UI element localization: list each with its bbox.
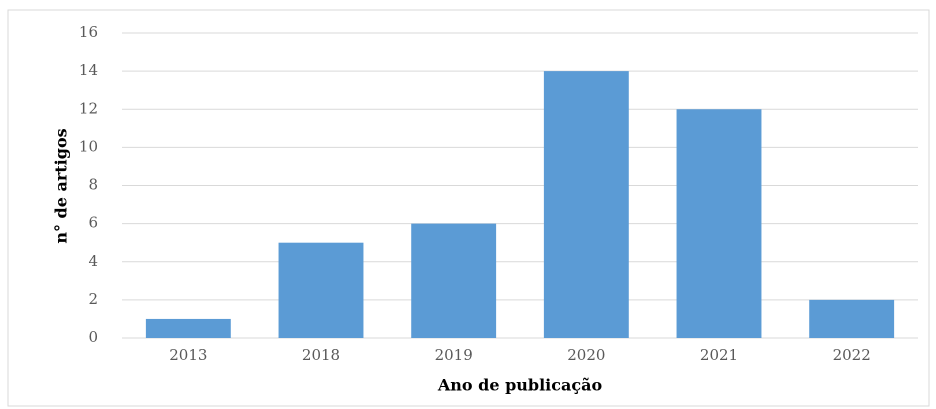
y-axis-title: n° de artigos [52,128,71,243]
y-tick-label: 6 [88,214,98,232]
x-tick-label: 2018 [302,346,340,364]
y-tick-label: 2 [88,290,98,308]
x-tick-label: 2020 [567,346,605,364]
x-tick-label: 2019 [435,346,473,364]
bar [145,318,231,338]
x-tick-label: 2022 [833,346,871,364]
bar [809,299,895,338]
x-tick-label: 2021 [700,346,738,364]
bar [278,242,364,338]
y-tick-label: 12 [79,99,98,117]
bar [411,223,497,338]
y-tick-label: 4 [88,252,98,270]
y-tick-label: 0 [88,328,98,346]
y-tick-label: 14 [79,61,98,79]
bar [676,109,762,338]
y-tick-label: 8 [88,176,98,194]
x-tick-label: 2013 [169,346,207,364]
y-tick-label: 16 [79,23,98,41]
x-axis-title: Ano de publicação [437,376,603,395]
y-tick-label: 10 [79,137,98,155]
chart-border [7,9,930,407]
bar [543,71,629,338]
